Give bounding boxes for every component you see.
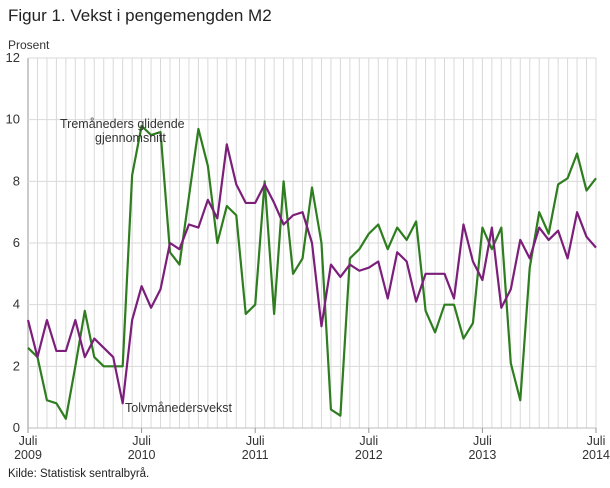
svg-text:Juli: Juli <box>359 434 378 448</box>
svg-text:gjennomsnitt: gjennomsnitt <box>95 131 166 145</box>
svg-text:0: 0 <box>13 420 20 435</box>
svg-text:Juli: Juli <box>132 434 151 448</box>
svg-text:Juli: Juli <box>473 434 492 448</box>
svg-text:Tremåneders glidende: Tremåneders glidende <box>60 117 185 131</box>
svg-text:4: 4 <box>13 297 20 312</box>
svg-text:Juli: Juli <box>587 434 606 448</box>
svg-text:Juli: Juli <box>19 434 38 448</box>
svg-text:2012: 2012 <box>355 448 383 462</box>
svg-text:2010: 2010 <box>128 448 156 462</box>
svg-text:2011: 2011 <box>242 448 269 462</box>
svg-text:2009: 2009 <box>14 448 42 462</box>
svg-text:2014: 2014 <box>582 448 610 462</box>
svg-text:2: 2 <box>13 358 20 373</box>
svg-text:12: 12 <box>6 50 20 65</box>
svg-text:8: 8 <box>13 173 20 188</box>
svg-text:Juli: Juli <box>246 434 265 448</box>
svg-text:2013: 2013 <box>468 448 496 462</box>
svg-text:Tolvmånedersvekst: Tolvmånedersvekst <box>125 401 233 415</box>
svg-text:10: 10 <box>6 112 20 127</box>
svg-text:6: 6 <box>13 235 20 250</box>
